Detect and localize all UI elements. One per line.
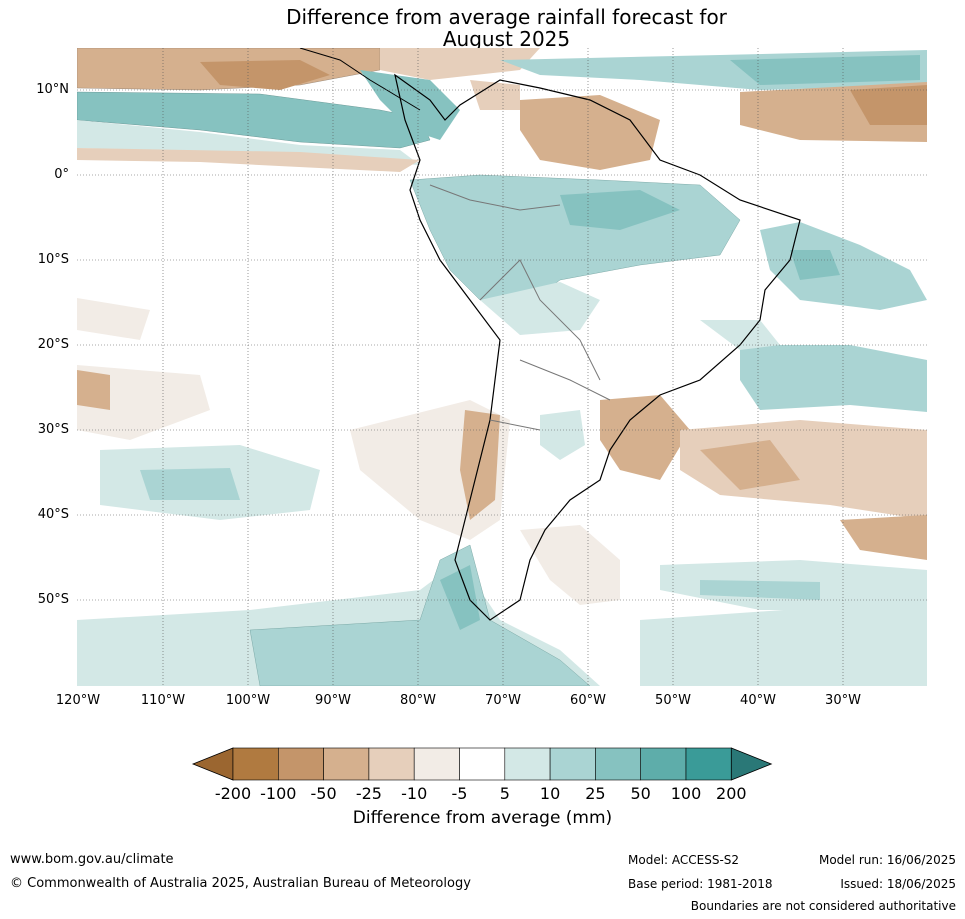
lon-tick-30w: 30°W: [825, 693, 861, 708]
footer-model: Model: ACCESS-S2: [628, 853, 740, 867]
colorbar-cell: [685, 747, 732, 781]
colorbar-tick-label: 10: [539, 784, 561, 803]
lon-tick-120w: 120°W: [55, 693, 101, 708]
colorbar-cell: [459, 747, 506, 781]
colorbar-tick-label: -50: [310, 784, 337, 803]
central-america-coastline: [299, 48, 421, 111]
anomaly-wet-ne-brazil-core: [790, 250, 840, 280]
colorbar-cell: [368, 747, 415, 781]
lon-tick-50w: 50°W: [655, 693, 691, 708]
lon-tick-40w: 40°W: [740, 693, 776, 708]
colorbar-tick-label: -100: [260, 784, 297, 803]
colorbar-tick-label: 25: [585, 784, 606, 803]
footer-disclaimer: Boundaries are not considered authoritat…: [690, 899, 956, 913]
lat-tick-30s: 30°S: [37, 422, 69, 437]
footer-website: www.bom.gov.au/climate: [10, 852, 174, 867]
colorbar-cell: [413, 747, 460, 781]
anomaly-dry-far-east: [840, 515, 927, 560]
south-america-coastline: [394, 73, 801, 621]
anomaly-dry-north-atlantic-core: [850, 85, 927, 125]
colorbar-cell: [595, 747, 641, 781]
anomaly-wet-amazon-core: [560, 190, 680, 230]
lat-tick-10s: 10°S: [37, 252, 69, 267]
anomaly-wet-south-atlantic-light: [700, 320, 780, 350]
colorbar-cell: [549, 747, 596, 781]
lat-tick-0: 0°: [54, 167, 69, 182]
colorbar-title: Difference from average (mm): [352, 808, 613, 828]
anomaly-dry-pacific-west: [77, 365, 210, 440]
colorbar-tick-label: 200: [716, 784, 747, 803]
anomaly-wet-pacific-south-core: [140, 468, 240, 500]
colorbar-tick-label: -5: [451, 784, 468, 803]
anomaly-wet-ne-brazil: [760, 222, 927, 310]
anomaly-wet-itcz: [77, 91, 431, 149]
anomaly-dry-pacific-north-west: [77, 298, 150, 340]
colorbar-tick-label: 100: [670, 784, 702, 803]
footer-issued: Issued: 18/06/2025: [840, 877, 956, 891]
map-title-line2: August 2025: [442, 27, 571, 51]
colorbar-arrow-high: [730, 747, 773, 781]
anomaly-dry-venezuela: [470, 80, 520, 110]
anomaly-dry-guianas: [520, 95, 660, 170]
anomaly-wet-north-atlantic-core: [730, 55, 920, 85]
colorbar-cell: [323, 747, 370, 781]
anomaly-wet-amazon-light: [480, 282, 600, 335]
anomaly-wet-south-atlantic-band: [700, 580, 820, 600]
colorbar: [191, 747, 773, 781]
colorbar-cell: [640, 747, 687, 781]
lat-tick-50s: 50°S: [37, 592, 69, 607]
lon-tick-70w: 70°W: [485, 693, 521, 708]
lon-tick-80w: 80°W: [400, 693, 436, 708]
footer-copyright: © Commonwealth of Australia 2025, Austra…: [10, 876, 471, 891]
colorbar-tick-label: -10: [401, 784, 428, 803]
lon-tick-90w: 90°W: [315, 693, 351, 708]
lon-tick-60w: 60°W: [570, 693, 606, 708]
colorbar-cell: [278, 747, 324, 781]
colorbar-tick-label: 50: [630, 784, 651, 803]
colorbar-cell: [232, 747, 279, 781]
anomaly-dry-pacific-west-core: [77, 370, 110, 410]
map-title-line1: Difference from average rainfall forecas…: [286, 5, 727, 29]
graticule: [77, 48, 927, 686]
anomaly-dry-north-pacific-core: [200, 60, 330, 90]
colorbar-tick-label: -25: [355, 784, 382, 803]
anomaly-wet-drake: [440, 565, 480, 630]
anomaly-dry-north-pacific-light: [380, 48, 540, 80]
lat-tick-20s: 20°S: [37, 337, 69, 352]
country-borders: [429, 184, 611, 431]
anomaly-dry-chile-core: [460, 410, 500, 520]
anomaly-dry-patagonia: [520, 525, 620, 605]
lon-tick-110w: 110°W: [140, 693, 186, 708]
lon-tick-100w: 100°W: [225, 693, 271, 708]
anomaly-wet-south-atlantic: [740, 345, 927, 412]
lat-tick-10n: 10°N: [36, 82, 69, 97]
colorbar-cell: [504, 747, 551, 781]
anomaly-dry-south-atlantic-core: [700, 440, 800, 490]
anomaly-dry-uruguay: [600, 395, 690, 480]
footer-base-period: Base period: 1981-2018: [628, 877, 773, 891]
anomaly-wet-far-south-east: [640, 600, 927, 686]
colorbar-arrow-low: [191, 747, 234, 781]
footer-model-run: Model run: 16/06/2025: [818, 853, 956, 867]
anomaly-wet-central-america: [360, 70, 460, 140]
anomaly-wet-argentina: [540, 410, 585, 460]
colorbar-tick-label: -200: [214, 784, 252, 803]
anomaly-wet-itcz-light: [77, 120, 420, 165]
lat-tick-40s: 40°S: [37, 507, 69, 522]
rainfall-map: [77, 48, 927, 686]
colorbar-tick-label: 5: [499, 784, 510, 803]
